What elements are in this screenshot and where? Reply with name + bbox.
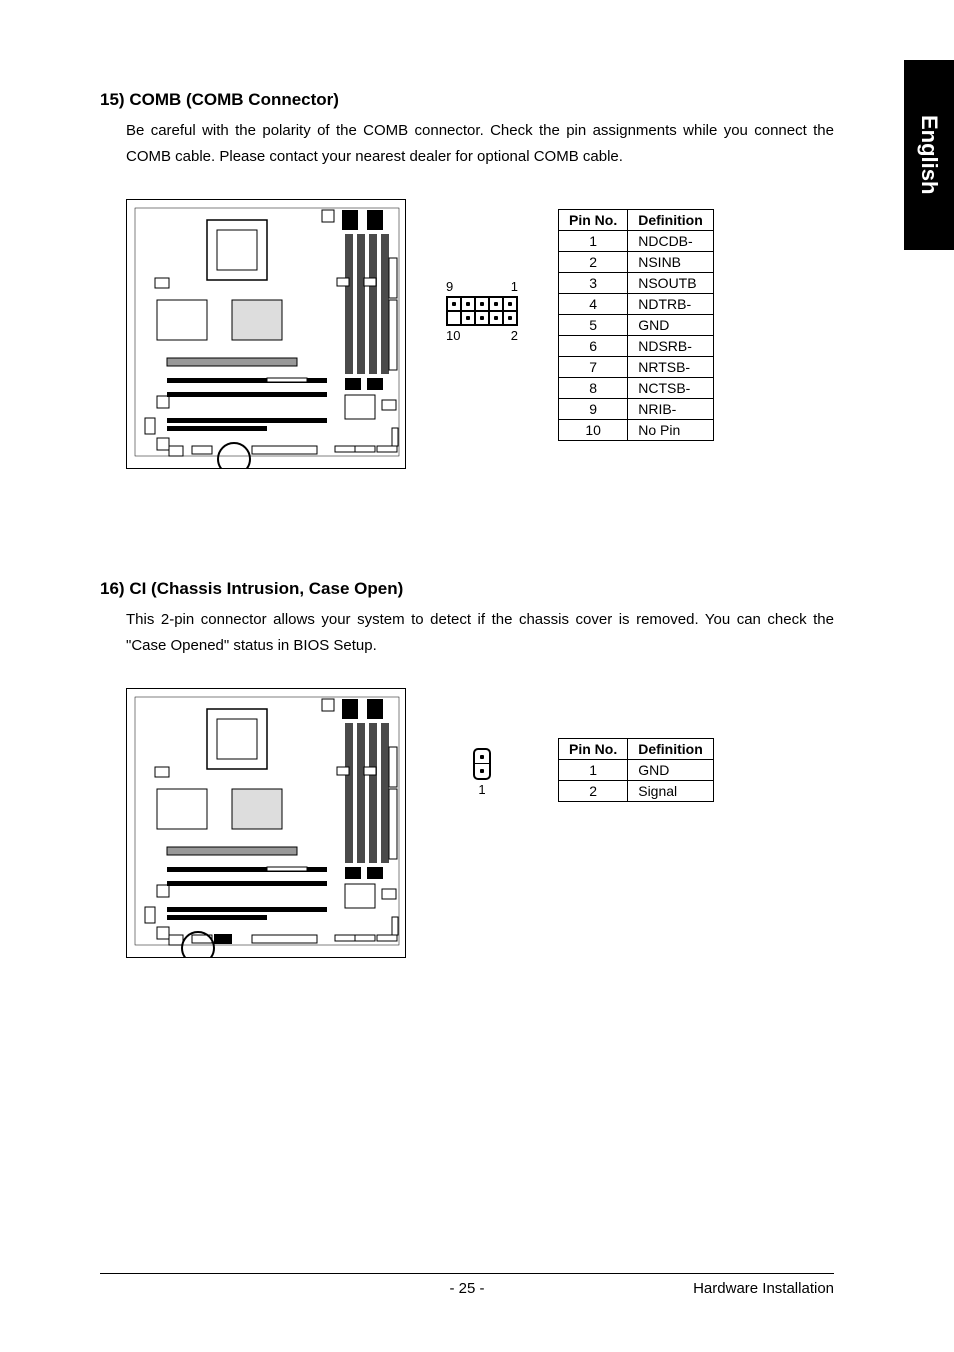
td: GND (628, 315, 714, 336)
td: 2 (559, 781, 628, 802)
th-pin: Pin No. (559, 739, 628, 760)
td: 4 (559, 294, 628, 315)
section-15-number: 15) (100, 90, 125, 109)
section-15-body: Be careful with the polarity of the COMB… (100, 118, 834, 169)
th-def: Definition (628, 210, 714, 231)
td: 9 (559, 399, 628, 420)
td: NDTRB- (628, 294, 714, 315)
section-15: 15) COMB (COMB Connector) Be careful wit… (100, 90, 834, 469)
motherboard-diagram-15 (126, 199, 406, 469)
footer-section: Hardware Installation (693, 1280, 834, 1297)
pin-label-br: 2 (511, 328, 518, 343)
highlight-circle-16 (181, 931, 215, 958)
td: NRTSB- (628, 357, 714, 378)
td: NDSRB- (628, 336, 714, 357)
ci-pin-label: 1 (478, 782, 485, 797)
page-number: - 25 - (449, 1280, 484, 1297)
td: NCTSB- (628, 378, 714, 399)
td: NDCDB- (628, 231, 714, 252)
td: NSINB (628, 252, 714, 273)
section-16-number: 16) (100, 579, 125, 598)
td: 3 (559, 273, 628, 294)
pin-table-comb: Pin No. Definition 1NDCDB- 2NSINB 3NSOUT… (558, 209, 714, 441)
highlight-circle-15 (217, 442, 251, 469)
section-16-body: This 2-pin connector allows your system … (100, 607, 834, 658)
pin-diagram-ci: 1 (446, 688, 518, 797)
pin-diagram-comb: 9 1 10 2 (446, 199, 518, 343)
td: Signal (628, 781, 714, 802)
td: 8 (559, 378, 628, 399)
td: 7 (559, 357, 628, 378)
pin-label-bl: 10 (446, 328, 460, 343)
language-tab-text: English (916, 115, 942, 194)
td: NRIB- (628, 399, 714, 420)
pin-label-tl: 9 (446, 279, 453, 294)
footer: - 25 - Hardware Installation (100, 1273, 834, 1297)
td: No Pin (628, 420, 714, 441)
pin-table-ci: Pin No. Definition 1GND 2Signal (558, 738, 714, 802)
td: 6 (559, 336, 628, 357)
td: NSOUTB (628, 273, 714, 294)
td: 1 (559, 231, 628, 252)
motherboard-diagram-16 (126, 688, 406, 958)
th-def: Definition (628, 739, 714, 760)
section-15-title: COMB (COMB Connector) (129, 90, 339, 109)
td: 1 (559, 760, 628, 781)
pin-label-tr: 1 (511, 279, 518, 294)
section-16: 16) CI (Chassis Intrusion, Case Open) Th… (100, 579, 834, 958)
td: GND (628, 760, 714, 781)
td: 5 (559, 315, 628, 336)
section-16-title: CI (Chassis Intrusion, Case Open) (129, 579, 403, 598)
th-pin: Pin No. (559, 210, 628, 231)
td: 2 (559, 252, 628, 273)
language-tab: English (904, 60, 954, 250)
td: 10 (559, 420, 628, 441)
